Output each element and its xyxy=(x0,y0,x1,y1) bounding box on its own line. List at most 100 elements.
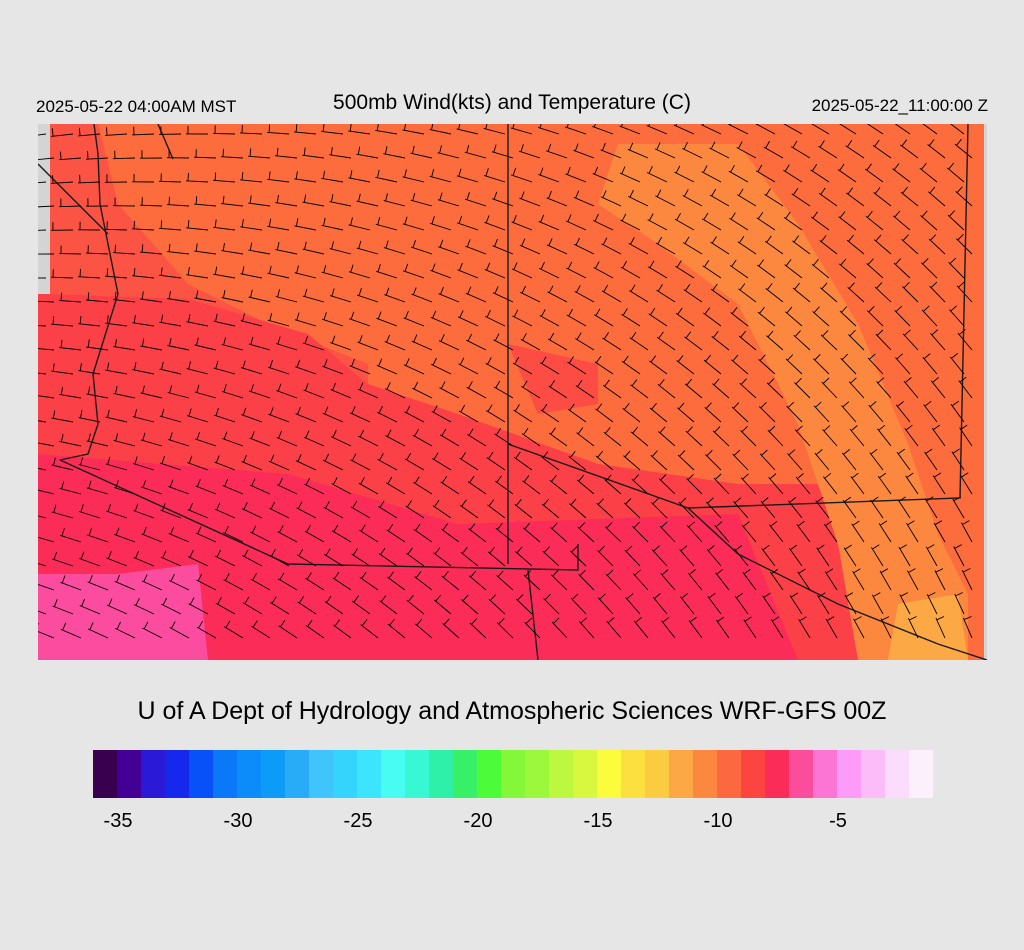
colorbar-swatch xyxy=(813,750,837,798)
wind-barb xyxy=(78,457,101,471)
wind-barb xyxy=(377,453,398,471)
wind-barb xyxy=(139,150,163,159)
wind-barb xyxy=(592,166,614,183)
wind-barb xyxy=(655,236,676,255)
wind-barb xyxy=(760,497,776,519)
wind-barb xyxy=(441,570,460,591)
wind-barb xyxy=(959,424,973,447)
wind-barb xyxy=(357,382,379,399)
wind-barb xyxy=(630,426,649,447)
wind-barb xyxy=(701,165,722,183)
wind-barb xyxy=(242,596,263,615)
colorbar-tick-label: -30 xyxy=(223,810,253,832)
wind-barb xyxy=(38,205,55,208)
wind-barb xyxy=(78,410,101,423)
wind-barb xyxy=(743,616,757,639)
wind-barb xyxy=(379,595,398,615)
wind-barb xyxy=(793,330,811,351)
wind-barb xyxy=(302,241,325,255)
wind-barb xyxy=(566,261,587,279)
wind-barb xyxy=(38,610,47,615)
wind-barb xyxy=(785,306,803,327)
wind-barb xyxy=(383,146,406,159)
wind-barb xyxy=(213,172,236,183)
wind-barb xyxy=(78,504,101,519)
wind-barb xyxy=(868,401,884,423)
wind-barb xyxy=(58,292,82,303)
wind-barb xyxy=(240,313,263,327)
wind-barb xyxy=(457,215,479,231)
wind-barb xyxy=(601,237,622,255)
wind-barb xyxy=(275,289,298,303)
wind-barb xyxy=(456,168,479,183)
wind-barb xyxy=(798,616,811,639)
wind-barb xyxy=(519,238,541,255)
wind-barb xyxy=(678,497,695,519)
wind-barb xyxy=(491,144,514,159)
wind-barb xyxy=(278,619,298,639)
wind-barb xyxy=(578,569,595,591)
wind-barb xyxy=(296,548,317,567)
wind-barb xyxy=(925,496,938,519)
state-boundaries xyxy=(38,124,987,660)
colorbar-swatch xyxy=(693,750,717,798)
wind-barb xyxy=(593,261,614,279)
wind-barb xyxy=(707,592,722,615)
wind-barb xyxy=(625,593,641,615)
wind-barb xyxy=(324,595,344,615)
wind-barb xyxy=(196,573,217,591)
wind-barb xyxy=(679,545,695,567)
colorbar-swatch xyxy=(309,750,333,798)
temperature-field xyxy=(38,124,984,660)
colorbar-swatch xyxy=(501,750,525,798)
wind-barb xyxy=(895,353,911,375)
wind-barb xyxy=(955,186,973,207)
wind-barb xyxy=(764,188,784,207)
wind-barb xyxy=(187,502,209,519)
wind-barb xyxy=(922,353,938,375)
wind-barb xyxy=(458,404,479,423)
wind-barb xyxy=(865,210,884,231)
wind-barb xyxy=(953,544,965,567)
wind-barb xyxy=(222,478,244,495)
wind-barb xyxy=(186,267,209,279)
wind-barb xyxy=(907,568,919,591)
wind-barb xyxy=(430,310,452,327)
wind-barb xyxy=(510,124,533,135)
wind-barb xyxy=(250,572,271,591)
wind-barb xyxy=(186,361,209,375)
wind-barb xyxy=(60,622,82,639)
wind-barb xyxy=(194,196,217,207)
wind-barb xyxy=(437,192,460,207)
wind-barb xyxy=(213,266,236,279)
wind-barb xyxy=(928,234,946,255)
wind-barb xyxy=(79,551,101,567)
wind-barb xyxy=(106,598,128,615)
wind-barb xyxy=(687,569,703,591)
wind-barb xyxy=(375,216,398,231)
wind-barb xyxy=(59,480,82,495)
wind-barb xyxy=(893,258,911,279)
wind-barb xyxy=(248,336,271,351)
wind-barb xyxy=(242,549,263,567)
wind-barb xyxy=(402,169,425,183)
wind-barb xyxy=(140,291,163,303)
wind-barb xyxy=(656,284,676,303)
wind-barb xyxy=(405,547,425,567)
wind-barb xyxy=(741,521,757,543)
wind-barb xyxy=(539,261,560,279)
wind-barb xyxy=(548,427,568,447)
wind-barb xyxy=(957,329,973,351)
wind-barb xyxy=(496,617,514,639)
wind-barb xyxy=(521,380,541,399)
wind-barb xyxy=(141,527,163,543)
wind-barb xyxy=(323,501,344,519)
colorbar-swatch xyxy=(621,750,645,798)
wind-barb xyxy=(302,147,325,159)
wind-barb xyxy=(38,181,47,184)
wind-barb xyxy=(661,616,676,639)
wind-barb xyxy=(50,175,74,184)
wind-barb xyxy=(38,348,55,351)
wind-barb xyxy=(133,598,155,615)
wind-barb xyxy=(705,449,722,471)
